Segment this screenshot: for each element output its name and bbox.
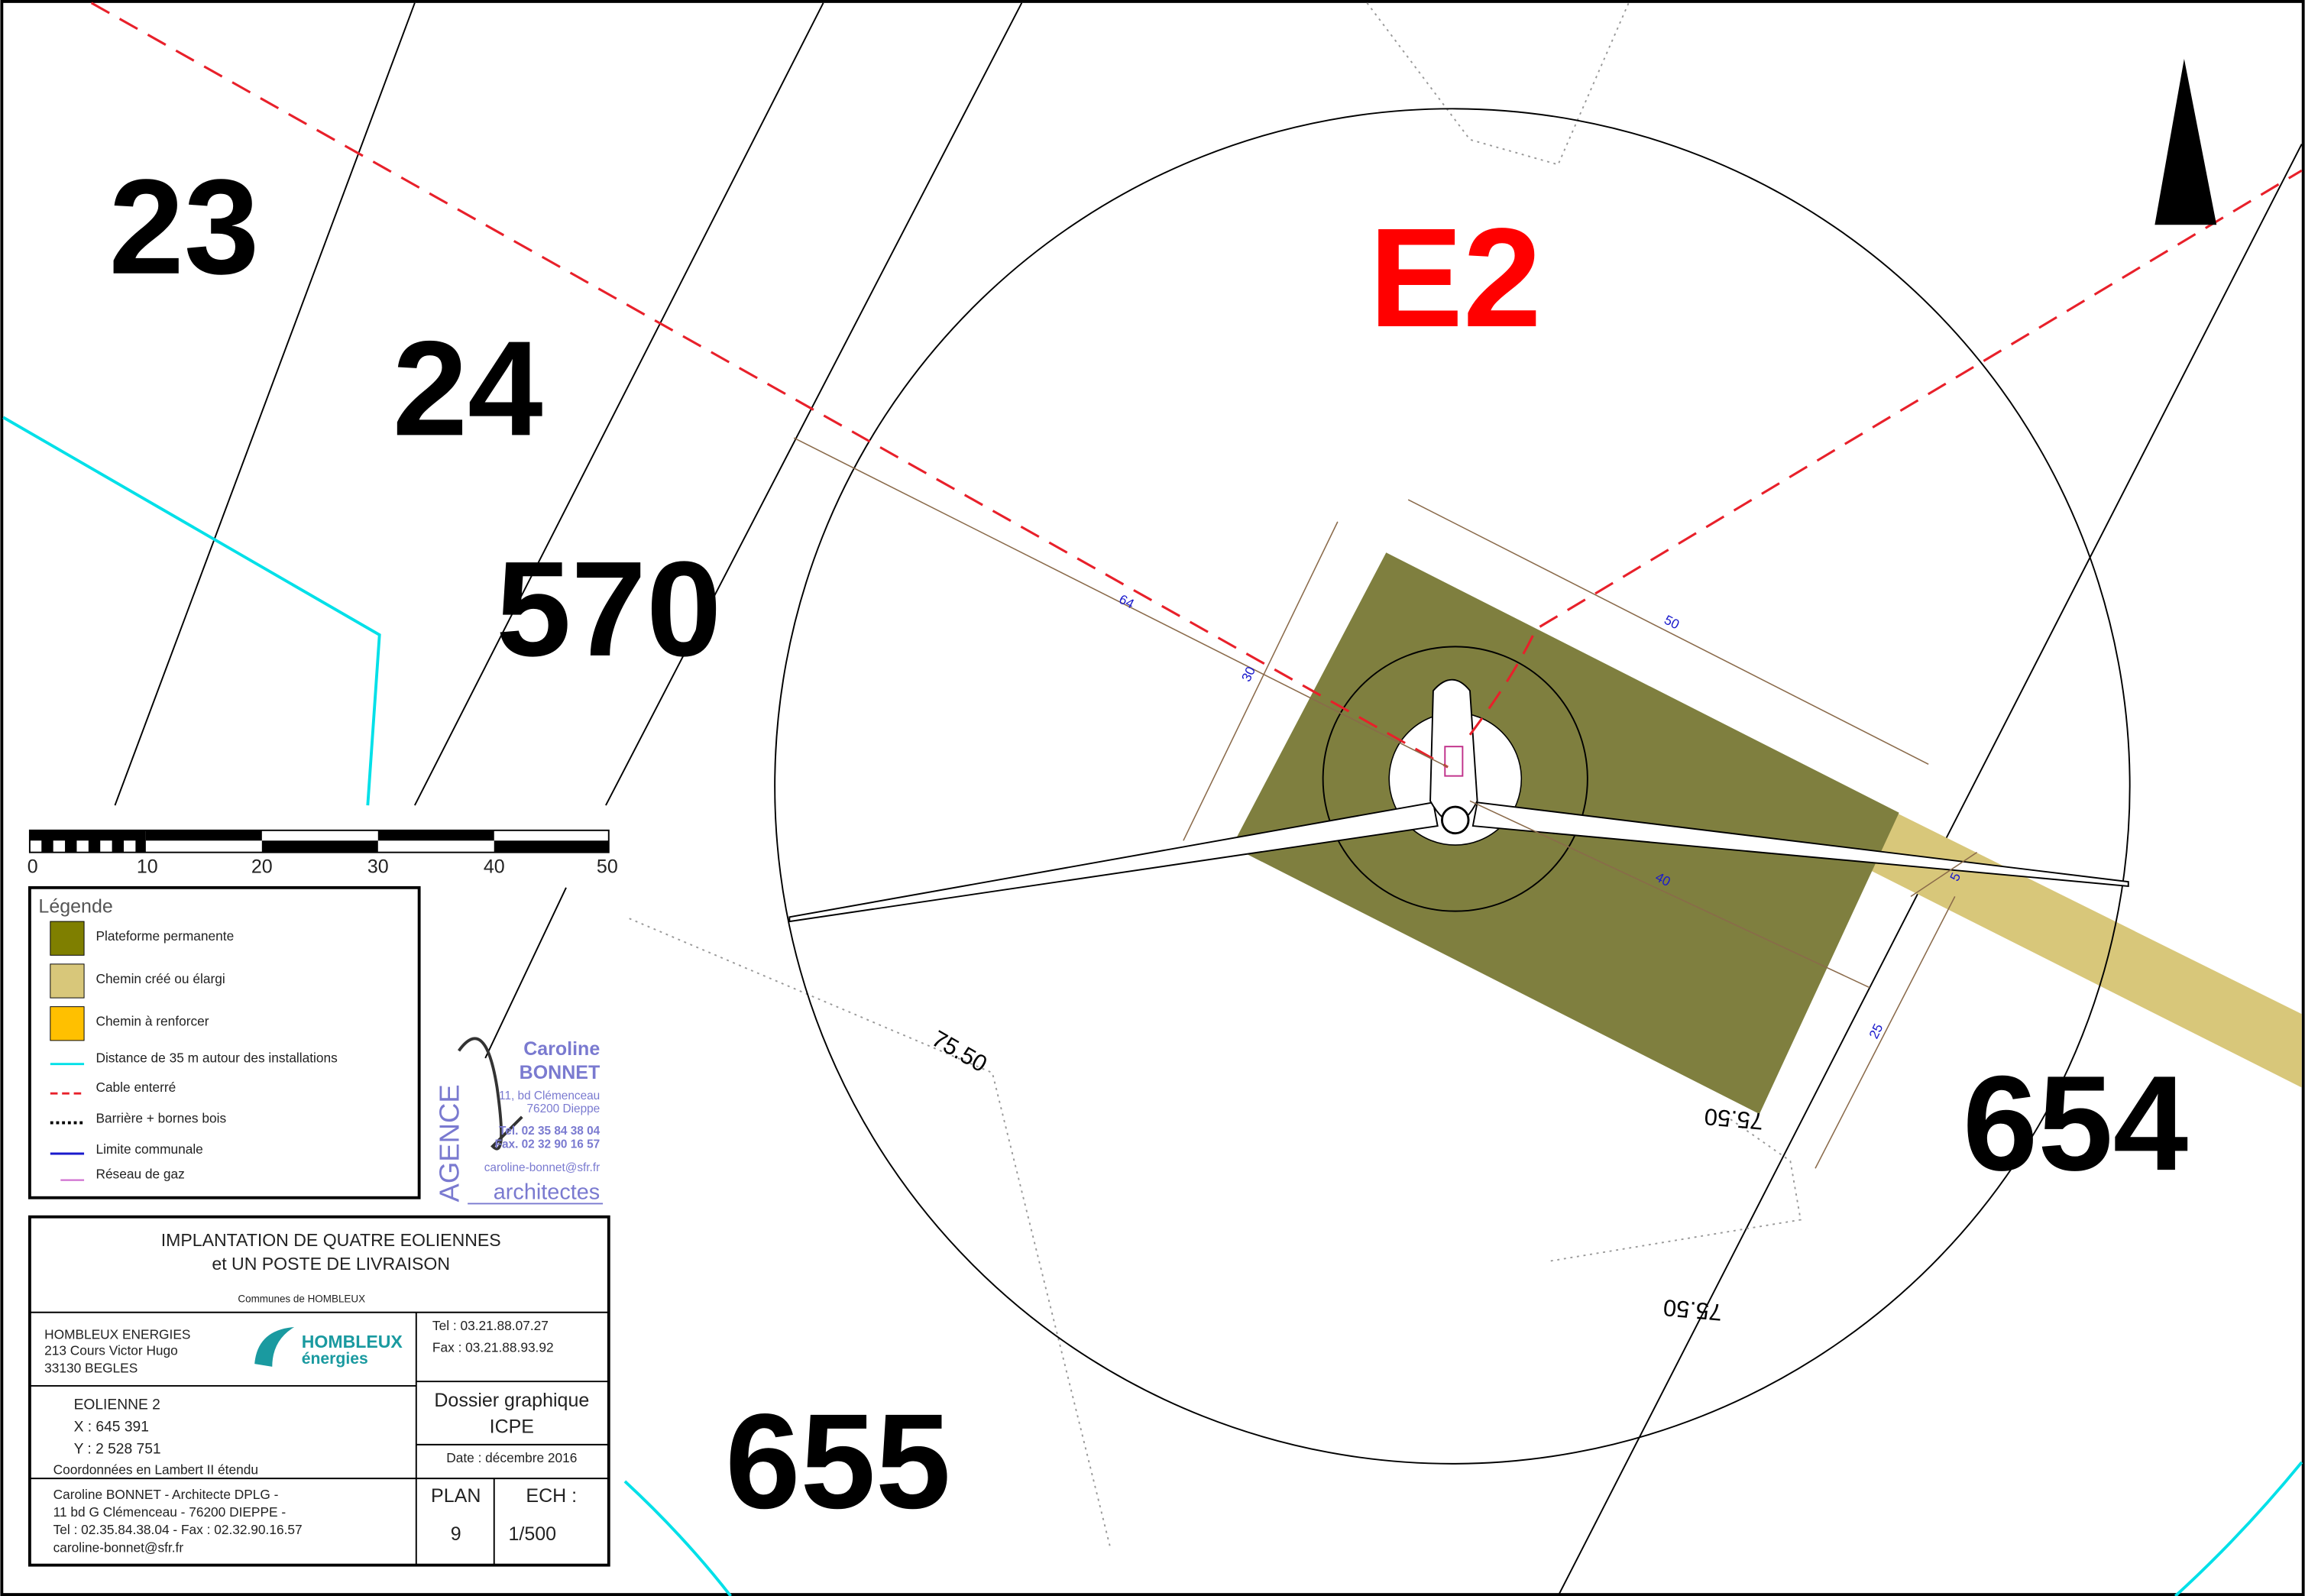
parcel-number: 654	[1963, 1047, 2188, 1199]
page: Plan E2 {"turbine_label": "E2", "parcels…	[0, 0, 2305, 1596]
agency-email: caroline-bonnet@sfr.fr	[484, 1161, 601, 1174]
agency-address: 76200 Dieppe	[526, 1102, 600, 1115]
scale-tick: 20	[251, 856, 273, 878]
turbine-y: Y : 2 528 751	[74, 1441, 161, 1457]
legend-swatch	[50, 921, 84, 955]
dossier: Dossier graphique	[434, 1390, 589, 1411]
radius-label: 75.50	[1703, 1103, 1764, 1135]
turbine-x: X : 645 391	[74, 1420, 149, 1436]
legend-label: Chemin créé ou élargi	[96, 971, 225, 986]
contact: Tel : 03.21.88.07.27	[432, 1318, 549, 1333]
scale-segment	[494, 840, 609, 852]
commune: Communes de HOMBLEUX	[238, 1293, 365, 1304]
agency-profession: architectes	[494, 1180, 600, 1205]
parcel-number: 23	[108, 151, 259, 303]
legend-label: Distance de 35 m autour des installation…	[96, 1051, 338, 1066]
legend-swatch	[50, 964, 84, 998]
architect: caroline-bonnet@sfr.fr	[53, 1539, 184, 1555]
architect: 11 bd G Clémenceau - 76200 DIEPPE -	[53, 1504, 286, 1520]
scale-tick: 50	[597, 856, 618, 878]
legend-label: Limite communale	[96, 1141, 202, 1157]
legend-label: Plateforme permanente	[96, 928, 234, 944]
agency-phone: Fax. 02 32 90 16 57	[495, 1138, 601, 1151]
plan-label: PLAN	[431, 1485, 481, 1507]
turbine-label: E2	[1369, 199, 1542, 357]
scale-bar	[30, 830, 609, 853]
scale-value: 1/500	[508, 1523, 556, 1545]
scale-tick: 40	[484, 856, 505, 878]
parcel-number: 570	[496, 533, 721, 685]
body: 64 30 50 40 5 25 75.50 75.50 75.50 E2 23…	[0, 0, 2305, 1596]
client: 33130 BEGLES	[44, 1361, 138, 1376]
agency-vertical: AGENCE	[434, 1084, 465, 1202]
hub	[1442, 807, 1468, 834]
client-logo: HOMBLEUX	[302, 1332, 403, 1352]
plan-title: IMPLANTATION DE QUATRE EOLIENNES	[161, 1230, 501, 1250]
scale-segment	[146, 830, 262, 840]
dossier: ICPE	[490, 1416, 534, 1437]
agency-name: Caroline	[523, 1038, 600, 1060]
scale-tick: 30	[367, 856, 389, 878]
contact: Fax : 03.21.88.93.92	[432, 1340, 554, 1355]
agency-address: 11, bd Clémenceau	[499, 1089, 600, 1102]
legend-title: Légende	[38, 896, 112, 918]
plan-number: 9	[451, 1523, 461, 1545]
agency-phone: Tel. 02 35 84 38 04	[499, 1125, 601, 1138]
client: HOMBLEUX ENERGIES	[44, 1326, 190, 1342]
agency-name: BONNET	[520, 1062, 601, 1083]
legend-label: Chemin à renforcer	[96, 1014, 209, 1029]
parcel-number: 24	[393, 312, 543, 464]
turbine-name: EOLIENNE 2	[74, 1397, 160, 1413]
legend-label: Réseau de gaz	[96, 1167, 184, 1182]
client: 213 Cours Victor Hugo	[44, 1343, 178, 1358]
architect: Tel : 02.35.84.38.04 - Fax : 02.32.90.16…	[53, 1522, 303, 1537]
scale-segment	[378, 830, 494, 840]
client-logo: énergies	[302, 1350, 368, 1368]
scale-label: ECH :	[526, 1485, 577, 1507]
scale-tick: 0	[28, 856, 38, 878]
site-plan: 64 30 50 40 5 25 75.50 75.50 75.50 E2 23…	[0, 0, 2305, 1596]
parcel-number: 655	[725, 1386, 950, 1537]
legend-label: Cable enterré	[96, 1080, 176, 1095]
legend-swatch	[50, 1007, 84, 1041]
coords-note: Coordonnées en Lambert II étendu	[53, 1462, 258, 1477]
architect: Caroline BONNET - Architecte DPLG -	[53, 1487, 279, 1502]
date: Date : décembre 2016	[446, 1450, 577, 1465]
radius-label: 75.50	[1662, 1294, 1724, 1326]
scale-segment	[262, 840, 378, 852]
legend-label: Barrière + bornes bois	[96, 1111, 226, 1126]
plan-title: et UN POSTE DE LIVRAISON	[212, 1254, 450, 1274]
scale-tick: 10	[137, 856, 158, 878]
